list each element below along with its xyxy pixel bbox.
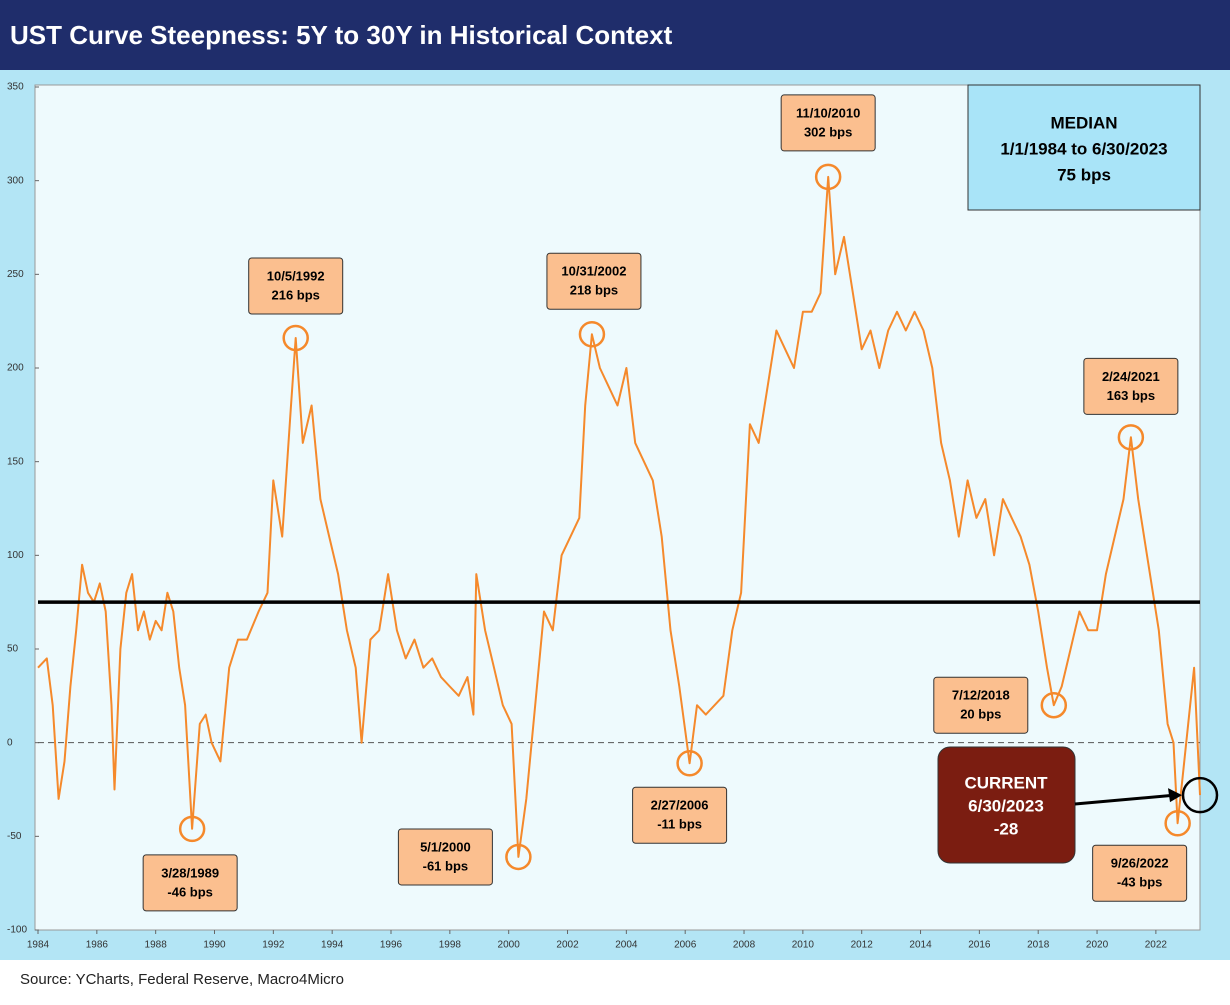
annotation-box <box>933 676 1029 734</box>
annotation-box <box>780 94 876 152</box>
annotation-marker <box>1117 424 1145 451</box>
annotation-date: 2/27/2006 <box>651 798 709 813</box>
annotation-box <box>1083 357 1179 415</box>
annotation-date: 9/26/2022 <box>1111 856 1169 871</box>
annotation-label: 216 bps <box>271 287 319 302</box>
annotation-label: 218 bps <box>570 283 618 298</box>
annotation-marker <box>814 163 842 191</box>
current-title: CURRENT <box>964 773 1048 792</box>
annotation-marker <box>676 750 703 777</box>
median-box <box>967 84 1201 211</box>
current-arrowhead <box>1168 788 1182 803</box>
x-tick-label: 1988 <box>145 940 168 951</box>
annotation-box <box>397 828 493 886</box>
annotation-date: 11/10/2010 <box>796 105 860 120</box>
current-arrow <box>1074 793 1176 806</box>
median-range: 1/1/1984 to 6/30/2023 <box>1000 139 1167 158</box>
y-tick-label: 50 <box>7 644 19 655</box>
x-tick-label: 1994 <box>321 940 344 951</box>
y-tick-label: 150 <box>7 456 24 467</box>
annotation-date: 10/31/2002 <box>561 264 626 279</box>
annotation-date: 10/5/1992 <box>267 268 325 283</box>
x-tick-label: 2016 <box>968 940 991 951</box>
source-note: Source: YCharts, Federal Reserve, Macro4… <box>20 971 344 988</box>
y-tick-label: 100 <box>7 550 24 561</box>
median-title: MEDIAN <box>1050 113 1117 132</box>
annotation-date: 3/28/1989 <box>161 865 219 880</box>
y-tick-label: 350 <box>7 82 24 93</box>
annotation-marker <box>505 843 532 871</box>
annotation-marker <box>578 321 606 348</box>
current-marker <box>1181 776 1219 814</box>
title-bar <box>0 0 1230 70</box>
x-tick-label: 1996 <box>380 940 403 951</box>
median-label: 75 bps <box>1057 165 1111 184</box>
annotation-date: 7/12/2018 <box>952 688 1010 703</box>
annotation-box <box>248 257 344 315</box>
x-tick-label: 2012 <box>851 940 874 951</box>
footer <box>0 960 1230 1000</box>
annotation-box <box>1092 844 1188 902</box>
x-tick-label: 2002 <box>556 940 579 951</box>
y-tick-label: -100 <box>7 925 27 936</box>
annotation-box <box>142 854 238 912</box>
x-tick-label: 2010 <box>792 940 815 951</box>
y-tick-label: 200 <box>7 363 24 374</box>
current-date: 6/30/2023 <box>968 796 1044 815</box>
current-box <box>937 746 1076 864</box>
x-tick-label: 2018 <box>1027 940 1050 951</box>
x-tick-label: 1992 <box>262 940 285 951</box>
current-value: -28 <box>994 819 1019 838</box>
x-tick-label: 2022 <box>1145 940 1168 951</box>
chart-title: UST Curve Steepness: 5Y to 30Y in Histor… <box>10 20 673 50</box>
x-tick-label: 1984 <box>27 940 50 951</box>
annotation-box <box>632 786 728 844</box>
x-tick-label: 2014 <box>909 940 932 951</box>
annotation-marker <box>1164 809 1191 837</box>
annotation-label: -61 bps <box>423 858 469 873</box>
x-tick-label: 2004 <box>615 940 638 951</box>
annotation-date: 2/24/2021 <box>1102 369 1160 384</box>
annotation-label: 302 bps <box>804 124 852 139</box>
x-tick-label: 2020 <box>1086 940 1109 951</box>
annotation-marker <box>1040 691 1068 719</box>
annotation-box <box>546 252 642 310</box>
x-tick-label: 1998 <box>439 940 462 951</box>
annotation-label: -43 bps <box>1117 875 1163 890</box>
annotation-label: -46 bps <box>167 884 213 899</box>
data-line <box>37 175 1201 858</box>
annotation-marker <box>178 815 206 843</box>
annotation-marker <box>282 324 309 352</box>
x-tick-label: 2008 <box>733 940 756 951</box>
annotation-label: 163 bps <box>1107 388 1155 403</box>
x-tick-label: 1986 <box>86 940 109 951</box>
x-tick-label: 2000 <box>498 940 521 951</box>
x-tick-label: 2006 <box>674 940 697 951</box>
annotation-date: 5/1/2000 <box>420 839 471 854</box>
annotation-label: 20 bps <box>960 707 1001 722</box>
annotation-label: -11 bps <box>657 817 702 832</box>
y-tick-label: 250 <box>7 269 24 280</box>
y-tick-label: -50 <box>7 831 22 842</box>
x-tick-label: 1990 <box>203 940 226 951</box>
y-tick-label: 300 <box>7 175 24 186</box>
y-tick-label: 0 <box>7 737 13 748</box>
